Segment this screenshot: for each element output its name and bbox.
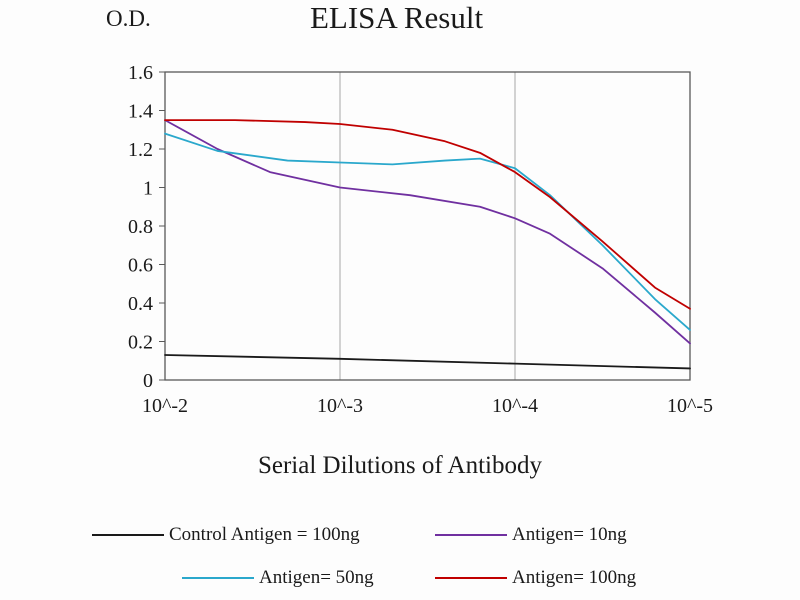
svg-text:10^-5: 10^-5 bbox=[667, 395, 713, 417]
svg-text:1: 1 bbox=[143, 178, 153, 200]
svg-text:10^-2: 10^-2 bbox=[142, 395, 188, 417]
legend-item-antigen-50ng: Antigen= 50ng bbox=[92, 567, 435, 589]
svg-text:10^-4: 10^-4 bbox=[492, 395, 538, 417]
legend-label: Antigen= 100ng bbox=[512, 567, 637, 588]
elisa-line-chart: 10^-2 10^-3 10^-4 10^-5 0 0.2 0.4 0.6 0.8 1 1.2 1.4… bbox=[128, 62, 713, 417]
legend-label: Antigen= 50ng bbox=[259, 567, 374, 588]
svg-text:0.8: 0.8 bbox=[128, 216, 153, 238]
legend-item-control-antigen: Control Antigen = 100ng bbox=[92, 524, 435, 546]
legend-line-swatch-purple bbox=[435, 534, 507, 536]
legend-item-antigen-10ng: Antigen= 10ng bbox=[435, 524, 715, 546]
legend-line-swatch-blue bbox=[182, 577, 254, 579]
y-axis-unit-label: O.D. bbox=[106, 6, 151, 31]
svg-text:1.4: 1.4 bbox=[128, 101, 153, 123]
legend-item-antigen-100ng: Antigen= 100ng bbox=[435, 567, 715, 589]
x-axis-label: Serial Dilutions of Antibody bbox=[257, 452, 543, 479]
svg-text:0.6: 0.6 bbox=[128, 255, 153, 277]
chart-title: ELISA Result bbox=[309, 0, 484, 35]
svg-text:10^-3: 10^-3 bbox=[317, 395, 363, 417]
svg-text:0: 0 bbox=[143, 370, 153, 392]
svg-text:0.2: 0.2 bbox=[128, 332, 153, 354]
legend-label: Antigen= 10ng bbox=[512, 524, 627, 545]
legend-label: Control Antigen = 100ng bbox=[169, 524, 360, 545]
svg-text:1.6: 1.6 bbox=[128, 62, 153, 84]
legend-line-swatch-red bbox=[435, 577, 507, 579]
legend-line-swatch-black bbox=[92, 534, 164, 536]
svg-text:1.2: 1.2 bbox=[128, 139, 153, 161]
svg-text:0.4: 0.4 bbox=[128, 293, 153, 315]
chart-legend: Control Antigen = 100ng Antigen= 10ng An… bbox=[92, 524, 715, 589]
